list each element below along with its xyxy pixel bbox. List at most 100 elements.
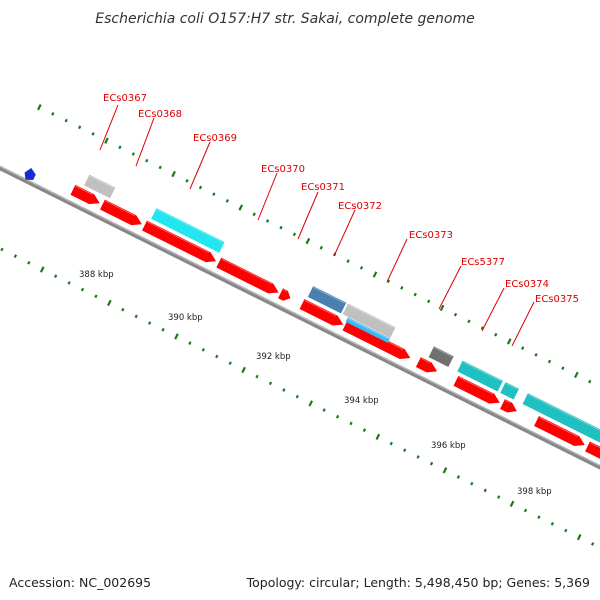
scale-tick <box>453 312 458 317</box>
scale-tick <box>403 448 407 453</box>
cds-feature-highlight <box>283 289 287 292</box>
scale-tick <box>429 461 434 466</box>
genome-summary-text: Topology: circular; Length: 5,498,450 bp… <box>246 575 590 590</box>
scale-tick <box>104 137 109 144</box>
scale-tick <box>37 104 42 111</box>
scale-tick <box>386 279 391 284</box>
scale-tick <box>212 192 216 197</box>
gene-feature <box>151 208 225 253</box>
scale-tick <box>480 326 485 330</box>
gene-leader-line <box>481 287 505 332</box>
scale-tick <box>161 327 165 332</box>
scale-tick <box>497 495 501 499</box>
scale-tick <box>467 319 471 324</box>
gene-feature-highlight <box>528 394 600 458</box>
gene-leader-line <box>99 104 119 151</box>
gene-label-ecs0373: ECs0373 <box>409 230 453 241</box>
scale-tick <box>362 428 367 432</box>
scale-tick <box>550 522 555 526</box>
map-title: Escherichia coli O157:H7 str. Sakai, com… <box>95 11 474 27</box>
scale-tick <box>121 307 125 312</box>
gene-feature <box>342 303 396 338</box>
gene-feature <box>84 174 116 199</box>
scale-tick <box>13 254 18 258</box>
genome-backbone <box>0 157 600 501</box>
scale-tick <box>51 112 55 116</box>
gene-feature-highlight <box>89 175 115 189</box>
cds-feature <box>216 257 279 294</box>
tick-label-388: 388 kbp <box>79 270 114 280</box>
cds-feature-highlight <box>105 200 136 217</box>
scale-tick <box>322 408 326 412</box>
scale-tick <box>319 245 323 250</box>
scale-tick <box>442 467 448 474</box>
scale-tick <box>255 374 259 379</box>
scale-tick <box>185 178 189 183</box>
scale-tick <box>483 488 487 493</box>
scale-tick <box>534 352 538 357</box>
scale-tick <box>228 361 232 366</box>
scale-tick <box>389 441 393 446</box>
scale-tick <box>215 354 219 359</box>
gene-label-ecs0375: ECs0375 <box>535 294 579 305</box>
scale-tick <box>427 299 431 304</box>
gene-feature-highlight <box>348 318 389 340</box>
scale-tick <box>91 132 95 136</box>
cds-feature-highlight <box>221 258 273 285</box>
scale-tick <box>0 247 4 252</box>
scale-tick <box>520 346 525 350</box>
scale-tick <box>564 528 568 533</box>
gene-label-ecs0371: ECs0371 <box>301 182 345 193</box>
features-layer <box>24 167 600 468</box>
scale-tick <box>305 237 311 245</box>
scale-tick <box>561 366 565 371</box>
scale-tick <box>346 259 350 263</box>
gene-label-ecs0374: ECs0374 <box>505 279 549 290</box>
gene-feature-highlight <box>462 361 502 382</box>
cds-feature-highlight <box>304 300 337 317</box>
accession-text: Accession: NC_002695 <box>9 575 151 590</box>
scale-tick <box>494 332 498 337</box>
blue-feature-marker <box>24 167 36 181</box>
gene-leader-line <box>257 172 278 221</box>
scale-tick <box>174 333 179 340</box>
scale-tick <box>590 542 595 546</box>
cds-feature <box>500 399 517 413</box>
cds-feature <box>534 416 585 446</box>
gene-label-ecs0370: ECs0370 <box>261 164 305 175</box>
cds-feature <box>453 375 500 404</box>
scale-tick <box>265 219 270 223</box>
scale-tick <box>64 118 68 123</box>
scale-tick <box>198 185 203 190</box>
scale-tick <box>94 294 98 299</box>
scale-tick <box>201 347 205 352</box>
cds-feature-highlight <box>539 416 579 438</box>
scale-tick <box>509 500 515 507</box>
gene-feature <box>500 382 520 400</box>
gene-feature <box>428 346 454 367</box>
cds-feature <box>142 220 217 263</box>
gene-leader-line <box>297 191 319 240</box>
scale-tick <box>279 225 283 230</box>
scale-tick <box>252 212 256 217</box>
gene-label-ecs0369: ECs0369 <box>193 133 237 144</box>
gene-label-ecs5377: ECs5377 <box>461 257 505 268</box>
scale-tick <box>238 204 244 211</box>
gene-feature <box>307 286 347 314</box>
scale-tick <box>67 281 71 285</box>
cds-feature <box>278 288 291 301</box>
genome-backbone-highlight <box>0 157 600 498</box>
scale-tick <box>456 475 461 479</box>
scale-tick <box>537 515 541 519</box>
cds-feature-highlight <box>147 221 210 254</box>
cds-feature <box>70 184 100 205</box>
scale-tick <box>145 158 149 163</box>
scale-tick <box>188 341 192 345</box>
tick-label-390: 390 kbp <box>168 313 203 323</box>
tick-label-396: 396 kbp <box>431 441 466 451</box>
scale-tick <box>295 394 299 399</box>
tick-label-392: 392 kbp <box>256 352 291 362</box>
scale-tick <box>241 366 246 374</box>
gene-feature-highlight <box>434 347 453 358</box>
